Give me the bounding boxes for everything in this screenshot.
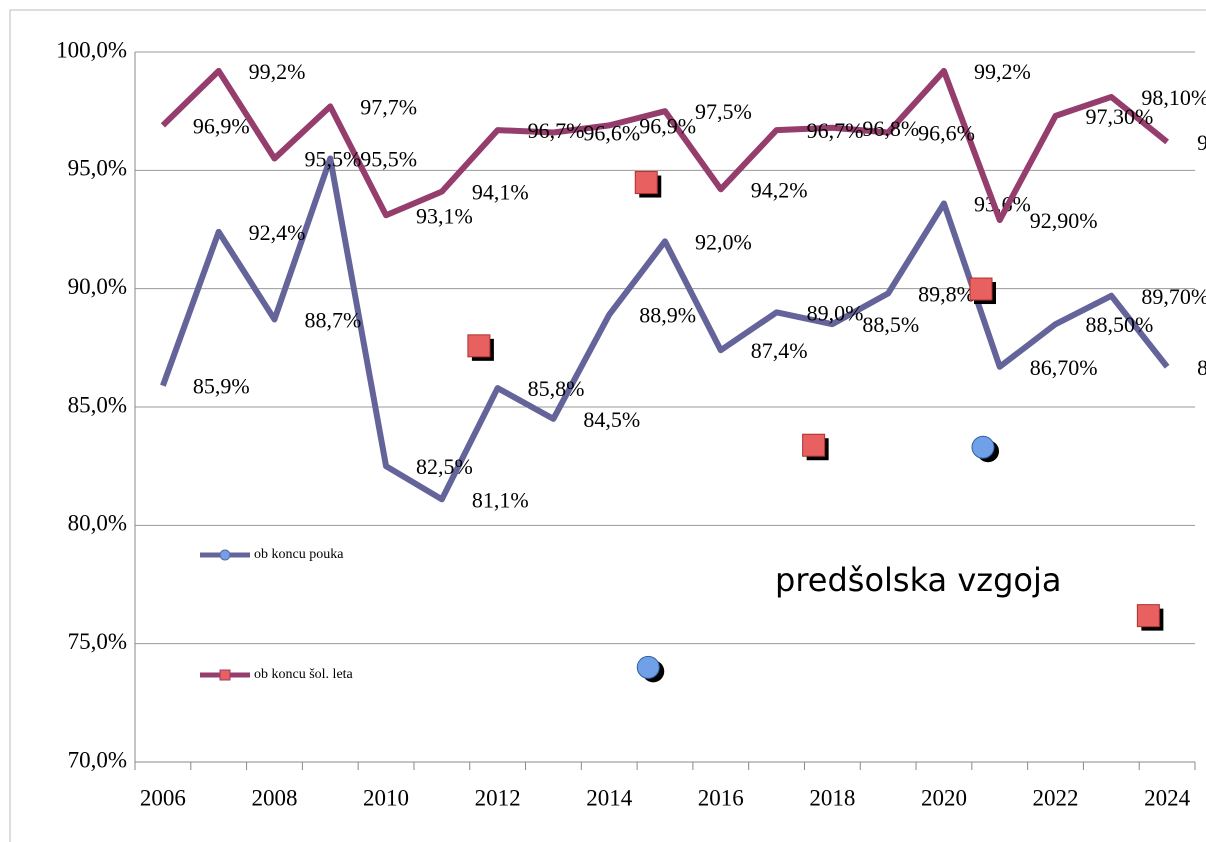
data-label: 92,90%	[1030, 208, 1098, 233]
data-label: 92,4%	[249, 220, 306, 245]
legend-label: ob koncu pouka	[254, 547, 344, 562]
marker	[467, 334, 491, 358]
legend-marker	[219, 549, 231, 561]
data-label: 95,5%	[304, 147, 361, 172]
y-tick-label: 85,0%	[68, 392, 127, 417]
x-tick-label: 2014	[586, 785, 633, 810]
x-tick-label: 2016	[698, 785, 744, 810]
y-tick-label: 95,0%	[68, 156, 127, 181]
data-label: 94,2%	[751, 177, 808, 202]
data-label: 81,1%	[472, 487, 529, 512]
x-tick-label: 2018	[809, 785, 855, 810]
y-tick-label: 75,0%	[68, 629, 127, 654]
data-label: 97,30%	[1086, 104, 1154, 129]
data-label: 86,70%	[1197, 355, 1206, 380]
data-label: 96,20%	[1197, 130, 1206, 155]
data-label: 94,1%	[472, 180, 529, 205]
marker	[636, 655, 660, 679]
data-label: 85,8%	[528, 376, 585, 401]
x-tick-label: 2006	[140, 785, 186, 810]
data-label: 88,9%	[639, 303, 696, 328]
x-tick-label: 2008	[251, 785, 297, 810]
x-tick-label: 2022	[1033, 785, 1079, 810]
data-label: 86,70%	[1030, 355, 1098, 380]
data-label: 89,8%	[918, 281, 975, 306]
x-tick-label: 2020	[921, 785, 967, 810]
data-label: 93,1%	[416, 203, 473, 228]
y-tick-label: 100,0%	[56, 37, 127, 62]
y-tick-label: 70,0%	[68, 747, 127, 772]
y-tick-label: 80,0%	[68, 511, 127, 536]
data-label: 92,0%	[695, 229, 752, 254]
data-label: 96,9%	[639, 113, 696, 138]
series-line	[160, 155, 1170, 503]
data-label: 87,4%	[751, 338, 808, 363]
data-label: 96,7%	[528, 118, 585, 143]
data-label: 99,2%	[249, 59, 306, 84]
chart-frame	[9, 9, 1206, 842]
legend-marker	[219, 669, 231, 681]
data-label: 89,0%	[807, 300, 864, 325]
data-label: 96,9%	[193, 113, 250, 138]
marker	[634, 171, 658, 195]
data-label: 96,6%	[918, 121, 975, 146]
data-label: 88,7%	[304, 307, 361, 332]
data-label: 88,50%	[1086, 312, 1154, 337]
y-tick-label: 90,0%	[68, 274, 127, 299]
series-line	[160, 67, 1169, 224]
marker	[969, 277, 993, 301]
data-label: 98,10%	[1141, 85, 1206, 110]
data-label: 96,6%	[583, 121, 640, 146]
data-label: 84,5%	[583, 407, 640, 432]
x-tick-label: 2010	[363, 785, 409, 810]
data-label: 88,5%	[862, 312, 919, 337]
x-tick-label: 2024	[1144, 785, 1191, 810]
data-label: 82,5%	[416, 454, 473, 479]
data-label: 95,5%	[360, 147, 417, 172]
data-label: 99,2%	[974, 59, 1031, 84]
data-label: 85,9%	[193, 374, 250, 399]
x-tick-label: 2012	[475, 785, 521, 810]
legend-label: ob koncu šol. leta	[254, 667, 354, 682]
marker	[1136, 604, 1160, 628]
data-label: 97,5%	[695, 99, 752, 124]
marker	[971, 435, 995, 459]
annotation: predšolska vzgoja	[775, 561, 1061, 599]
data-label: 96,8%	[862, 116, 919, 141]
data-label: 89,70%	[1141, 284, 1206, 309]
marker	[802, 433, 826, 457]
data-label: 97,7%	[360, 94, 417, 119]
data-label: 96,7%	[807, 118, 864, 143]
